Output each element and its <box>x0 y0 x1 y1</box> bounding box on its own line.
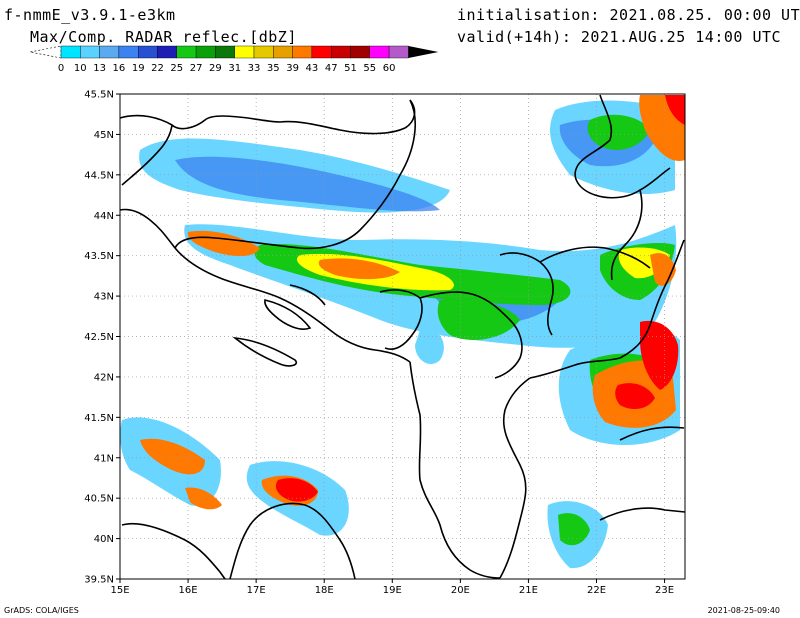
colorbar-tick-label: 55 <box>363 63 376 74</box>
colorbar-swatch <box>99 45 120 59</box>
colorbar-swatch <box>369 45 390 59</box>
lon-label: 16E <box>179 585 198 596</box>
lon-label: 21E <box>519 585 538 596</box>
colorbar-high-arrow <box>408 46 439 58</box>
colorbar-swatch <box>195 45 216 59</box>
colorbar-tick-label: 25 <box>170 63 183 74</box>
colorbar-tick-label: 22 <box>151 63 164 74</box>
echo-red <box>275 95 685 502</box>
colorbar-swatch <box>292 45 313 59</box>
map-area: 45.5N 45N 44.5N 44N 43.5N 43N 42.5N 42N 41.5N 41N… <box>84 90 686 596</box>
lat-label: 39.5N <box>84 575 114 586</box>
colorbar-tick-label: 43 <box>306 63 319 74</box>
colorbar-tick-label: 27 <box>190 63 203 74</box>
lat-label: 42.5N <box>84 332 114 343</box>
map-grid <box>120 94 685 579</box>
footer-credit: GrADS: COLA/IGES <box>4 606 79 615</box>
colorbar-tick-label: 31 <box>228 63 241 74</box>
lat-label: 43N <box>94 292 114 303</box>
lat-label: 40N <box>94 534 114 545</box>
colorbar-tick-label: 0 <box>58 63 64 74</box>
lon-label: 22E <box>587 585 606 596</box>
colorbar-tick-label: 60 <box>383 63 396 74</box>
lat-label: 45N <box>94 130 114 141</box>
colorbar-swatch <box>137 45 158 59</box>
lat-label: 44.5N <box>84 170 114 181</box>
lon-label: 18E <box>315 585 334 596</box>
colorbar-tick-label: 51 <box>344 63 357 74</box>
colorbar-tick-label: 47 <box>325 63 338 74</box>
colorbar-swatch <box>157 45 177 59</box>
colorbar-tick-label: 29 <box>209 63 222 74</box>
colorbar-tick-label: 33 <box>248 63 261 74</box>
colorbar-swatch <box>176 45 197 59</box>
lat-label: 42N <box>94 372 114 383</box>
colorbar-tick-label: 16 <box>113 63 126 74</box>
colorbar-swatch <box>80 45 100 59</box>
colorbar-swatch <box>273 45 293 59</box>
colorbar-swatch <box>60 45 81 59</box>
colorbar-swatch <box>311 45 332 59</box>
colorbar-tick-label: 39 <box>286 63 299 74</box>
colorbar-tick-label: 13 <box>93 63 106 74</box>
lat-label: 45.5N <box>84 90 114 101</box>
colorbar-swatch <box>350 45 370 59</box>
colorbar-swatch <box>118 45 139 59</box>
lon-label: 20E <box>451 585 470 596</box>
field-title: Max/Comp. RADAR reflec.[dbZ] <box>30 28 297 46</box>
lat-label: 41.5N <box>84 413 114 424</box>
lon-label: 23E <box>655 585 674 596</box>
lat-label: 41N <box>94 453 114 464</box>
lat-label: 40.5N <box>84 494 114 505</box>
latitude-labels: 45.5N 45N 44.5N 44N 43.5N 43N 42.5N 42N 41.5N 41N… <box>84 90 120 586</box>
colorbar-swatch <box>215 45 235 59</box>
colorbar-tick-label: 10 <box>74 63 87 74</box>
lat-label: 43.5N <box>84 251 114 262</box>
initialisation-time: initialisation: 2021.08.25. 00:00 UTC <box>457 6 800 24</box>
colorbar-swatch <box>253 45 274 59</box>
valid-time: valid(+14h): 2021.AUG.25 14:00 UTC <box>457 28 782 46</box>
coastlines-borders <box>119 94 686 580</box>
footer-timestamp: 2021-08-25-09:40 <box>707 606 780 615</box>
colorbar-tick-label: 35 <box>267 63 280 74</box>
model-title: f-nmmE_v3.9.1-e3km <box>4 6 176 24</box>
colorbar-tick-label: 19 <box>132 63 145 74</box>
lon-label: 15E <box>110 585 129 596</box>
lat-label: 44N <box>94 211 114 222</box>
colorbar-swatch <box>388 45 409 59</box>
colorbar-swatch <box>331 45 351 59</box>
colorbar-low-arrow <box>29 45 62 59</box>
radar-echoes <box>120 95 685 569</box>
lon-label: 17E <box>247 585 266 596</box>
lon-label: 19E <box>383 585 402 596</box>
longitude-labels: 15E 16E 17E 18E 19E 20E 21E 22E 23E <box>110 579 674 596</box>
colorbar-swatch <box>234 45 255 59</box>
colorbar: 0 10 13 16 19 22 25 27 29 31 33 35 39 43 47 51 55 60 <box>29 45 439 74</box>
